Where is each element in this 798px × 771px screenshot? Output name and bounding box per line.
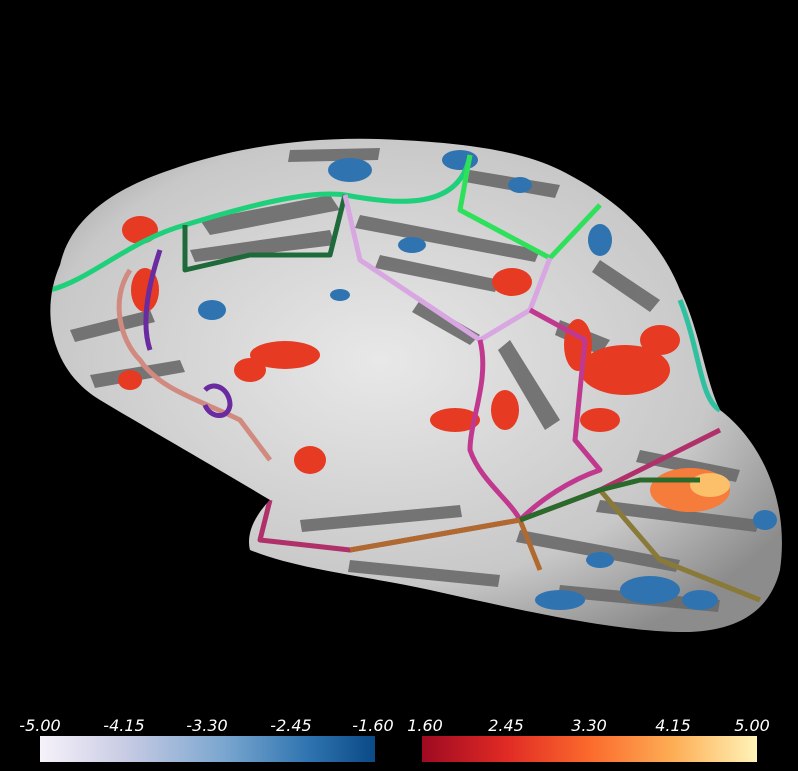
colorbar-tick-label: 2.45 [488,716,524,735]
colorbar-tick-label: 3.30 [571,716,607,735]
negative-colorbar-gradient [40,736,375,762]
colorbar-tick-label: -2.45 [270,716,312,735]
colorbar-tick-label: 1.60 [407,716,443,735]
colorbar-tick-label: 5.00 [734,716,770,735]
brain-surface-view [50,138,782,633]
positive-activation [118,216,730,512]
colorbar-tick-label: -1.60 [352,716,394,735]
parcellation-borders [50,154,761,603]
colorbar-tick-label: -5.00 [19,716,61,735]
colorbar-tick-label: -3.30 [186,716,228,735]
colorbar-tick-label: 4.15 [655,716,691,735]
positive-colorbar-gradient [422,736,757,762]
sulcal-pattern [70,148,760,612]
colorbar-tick-label: -4.15 [103,716,145,735]
brain-inflated-surface [50,138,782,633]
